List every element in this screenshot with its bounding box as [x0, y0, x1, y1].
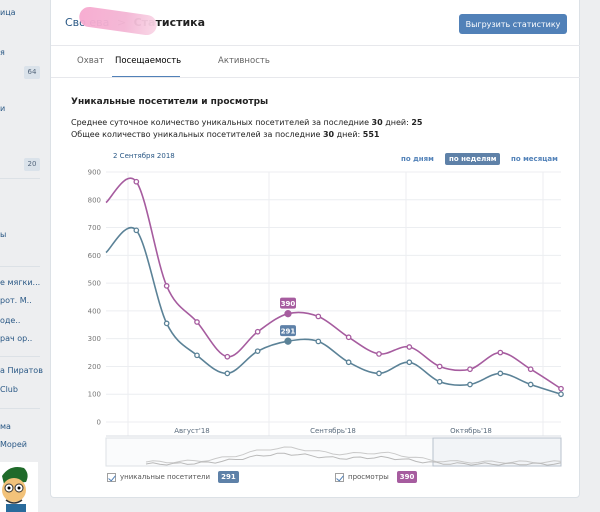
visitors-data-point [497, 370, 504, 377]
legend-views-value: 390 [396, 471, 418, 483]
views-data-point [254, 328, 261, 335]
views-data-point [315, 313, 322, 320]
y-tick-label: 300 [88, 335, 101, 343]
x-month-label: Октябрь'18 [450, 427, 492, 435]
views-data-point [497, 349, 504, 356]
avatar[interactable] [0, 462, 38, 512]
views-data-point [436, 363, 443, 370]
visitors-data-point [224, 370, 231, 377]
navigator-visitors-line [145, 452, 562, 466]
tab-activity[interactable]: Активность [218, 56, 270, 66]
views-checkbox[interactable] [335, 472, 344, 482]
visitors-data-point [527, 381, 534, 388]
section-title: Уникальные посетители и просмотры [71, 97, 269, 107]
visitors-data-point [345, 359, 352, 366]
sidebar-item[interactable]: ица [0, 8, 16, 17]
legend-views[interactable]: просмотры 390 [335, 471, 418, 483]
visitors-data-point [163, 320, 170, 327]
views-data-point [558, 385, 564, 392]
sidebar-item[interactable]: а Пиратов [0, 366, 43, 375]
visitors-data-point [376, 370, 382, 377]
views-data-point [527, 366, 534, 373]
statistics-card: Сво ева > Статистика Выгрузить статистик… [50, 0, 581, 498]
views-data-point [194, 319, 200, 325]
legend-views-label: просмотры [348, 473, 389, 481]
visitors-data-point [254, 348, 261, 355]
views-data-point [163, 283, 170, 289]
legend-visitors-label: уникальные посетители [120, 473, 211, 481]
y-tick-label: 600 [88, 252, 101, 260]
tab-attendance[interactable]: Посещаемость [115, 56, 182, 66]
visitors-data-point [133, 227, 140, 234]
y-tick-label: 800 [88, 196, 101, 204]
visitors-highlight-label-bg [280, 325, 296, 337]
avatar-illustration-icon [0, 462, 38, 512]
x-month-label: Август'18 [174, 427, 210, 435]
period-by-month-button[interactable]: по месяцам [511, 155, 558, 163]
visitors-line-chart[interactable]: 900 800 700 600 500 400 300 200 100 0 Август'18 Се… [51, 0, 581, 498]
y-tick-label: 500 [88, 280, 101, 288]
y-tick-label: 900 [88, 169, 101, 177]
navigator-views-line [145, 446, 562, 464]
views-data-point [133, 178, 140, 185]
sidebar-item[interactable]: рач ор.. [0, 334, 33, 343]
total-visitors-summary: Общее количество уникальных посетителей … [71, 130, 380, 139]
sidebar-item[interactable]: ы [0, 230, 7, 239]
visitors-data-point [194, 352, 200, 359]
visitors-data-point [284, 337, 292, 345]
period-by-week-button[interactable]: по неделям [445, 153, 501, 165]
visitors-data-point [558, 391, 564, 398]
sidebar-item[interactable]: е мягки... [0, 278, 41, 287]
legend-visitors[interactable]: уникальные посетители 291 [107, 471, 239, 483]
export-statistics-button[interactable]: Выгрузить статистику [459, 14, 567, 34]
visitors-series-line [105, 226, 562, 395]
y-tick-label: 200 [88, 363, 101, 371]
left-sidebar: ица я и ы е мягки... рот. М.. оде.. рач ор.. а П… [0, 0, 48, 512]
page-header: Сво ева > Статистика Выгрузить статистик… [51, 0, 581, 46]
average-visitors-summary: Среднее суточное количество уникальных п… [71, 118, 423, 127]
legend-visitors-value: 291 [218, 471, 239, 483]
views-data-point [376, 351, 382, 357]
sidebar-divider [0, 178, 40, 179]
tab-reach[interactable]: Охват [77, 56, 104, 66]
sidebar-item[interactable]: и [0, 104, 6, 113]
visitors-data-point [406, 359, 413, 366]
views-data-point [284, 310, 292, 318]
views-highlight-label-bg [280, 297, 296, 309]
right-background [580, 0, 600, 512]
y-tick-label: 100 [88, 391, 101, 399]
sidebar-item[interactable]: Club [0, 385, 18, 394]
sidebar-item[interactable]: рот. М.. [0, 296, 32, 305]
sidebar-item[interactable]: я [0, 48, 5, 57]
navigator-selection [432, 437, 562, 467]
visitors-checkbox[interactable] [107, 472, 116, 482]
y-tick-label: 400 [88, 307, 101, 315]
tabs-divider [51, 77, 581, 78]
sidebar-item[interactable]: Морей [0, 440, 27, 449]
x-month-label: Сентябрь'18 [310, 427, 356, 435]
visitors-data-point [467, 381, 473, 388]
sidebar-count: 64 [24, 66, 40, 79]
views-data-point [406, 344, 413, 350]
views-data-point [467, 366, 473, 373]
views-series-line [105, 177, 562, 390]
sidebar-divider [0, 266, 40, 267]
y-tick-label: 0 [97, 419, 101, 427]
visitors-highlight-label: 291 [281, 328, 296, 336]
sidebar-item[interactable]: оде.. [0, 316, 21, 325]
selected-date-label: 2 Сентября 2018 [113, 152, 175, 160]
views-highlight-label: 390 [281, 300, 296, 308]
period-by-day-button[interactable]: по дням [401, 155, 434, 163]
sidebar-divider [0, 408, 40, 409]
visitors-data-point [315, 338, 322, 345]
sidebar-divider [0, 356, 40, 357]
views-data-point [224, 353, 231, 360]
visitors-data-point [436, 378, 443, 385]
y-tick-label: 700 [88, 224, 101, 232]
sidebar-item[interactable]: ма [0, 422, 11, 431]
sidebar-count: 20 [24, 158, 40, 171]
views-data-point [345, 334, 352, 341]
